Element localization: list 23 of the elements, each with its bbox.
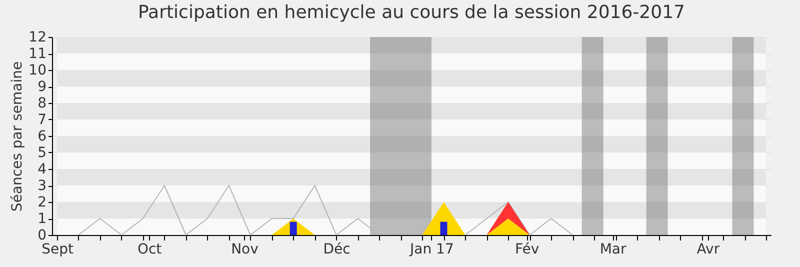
x-tick-label: Nov [231,242,258,258]
x-tick-label: Jan 17 [409,242,454,258]
x-tick-label: Sept [42,242,74,258]
y-tick-label: 11 [28,46,46,62]
y-tick-label: 2 [38,194,46,210]
y-tick-label: 8 [38,96,46,112]
x-tick-label: Déc [323,242,350,258]
chart-title: Participation en hemicycle au cours de la session 2016-2017 [138,2,685,23]
y-tick-label: 9 [38,79,46,95]
y-axis-title: Séances par semaine [10,61,26,212]
y-tick-label: 1 [38,211,46,227]
x-tick-label: Fév [515,242,540,258]
y-tick-label: 0 [38,228,46,244]
y-tick-label: 10 [28,62,46,78]
y-tick-label: 6 [38,128,47,144]
x-tick-label: Mar [600,242,626,258]
y-tick-label: 5 [38,145,46,161]
y-tick-label: 4 [38,162,47,178]
y-tick-label: 12 [28,30,46,46]
x-tick-label: Oct [137,242,162,258]
x-tick-label: Avr [696,242,720,258]
y-tick-label: 3 [38,178,46,194]
y-tick-label: 7 [38,112,46,128]
